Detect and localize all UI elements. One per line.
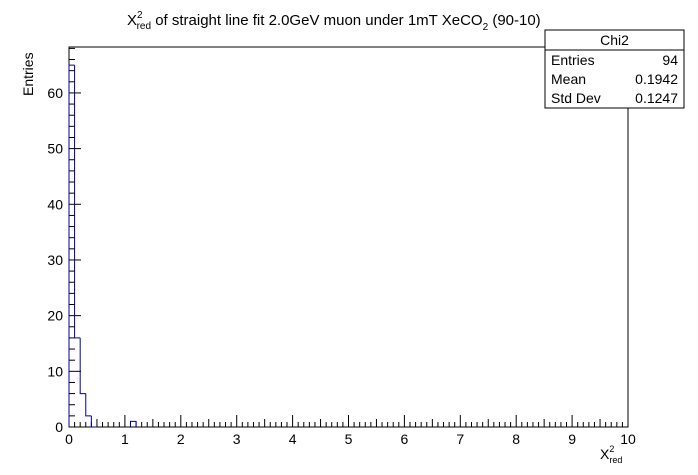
x-tick-label: 2 (177, 431, 185, 447)
x-tick-label: 6 (401, 431, 409, 447)
x-tick-label: 7 (456, 431, 464, 447)
stats-value-stddev: 0.1247 (635, 90, 678, 106)
stats-box-frame (544, 29, 685, 109)
histogram-bin (129, 420, 137, 427)
x-tick-label: 4 (289, 431, 297, 447)
y-tick-label: 50 (47, 141, 63, 157)
histogram-series (68, 64, 137, 428)
stats-box: Chi2 Entries 94 Mean 0.1942 Std Dev 0.12… (544, 29, 685, 109)
y-tick-label: 0 (55, 419, 63, 435)
stats-label-mean: Mean (551, 71, 586, 87)
x-tick-label: 10 (620, 431, 636, 447)
histogram-bin (74, 65, 81, 339)
x-tick-label: 3 (233, 431, 241, 447)
x-tick-label: 9 (568, 431, 576, 447)
y-tick-label: 40 (47, 196, 63, 212)
y-axis-title: Entries (20, 52, 36, 96)
x-tick-label: 8 (512, 431, 520, 447)
x-tick-label: 5 (345, 431, 353, 447)
histogram-bin (79, 337, 86, 395)
y-tick-label: 10 (47, 363, 63, 379)
histogram-bin (68, 64, 75, 427)
y-tick-label: 60 (47, 85, 63, 101)
x-tick-label: 1 (121, 431, 129, 447)
histogram-bin (90, 415, 97, 428)
y-tick-label: 30 (47, 252, 63, 268)
stats-value-mean: 0.1942 (635, 71, 678, 87)
x-axis-title: X2 red (600, 444, 622, 465)
stats-label-entries: Entries (551, 52, 595, 68)
stats-value-entries: 94 (662, 52, 678, 68)
histogram-bin (85, 393, 92, 417)
chart-title: X2 red of straight line fit 2.0GeV muon u… (127, 10, 541, 33)
y-axis: 0 10 20 30 40 50 60 (47, 47, 81, 435)
stats-title: Chi2 (600, 32, 629, 48)
x-tick-label: 0 (65, 431, 73, 447)
x-axis: 0 1 2 3 4 5 6 7 8 9 10 (65, 415, 636, 447)
stats-label-stddev: Std Dev (551, 90, 601, 106)
plot-frame (68, 46, 629, 428)
y-tick-label: 20 (47, 308, 63, 324)
